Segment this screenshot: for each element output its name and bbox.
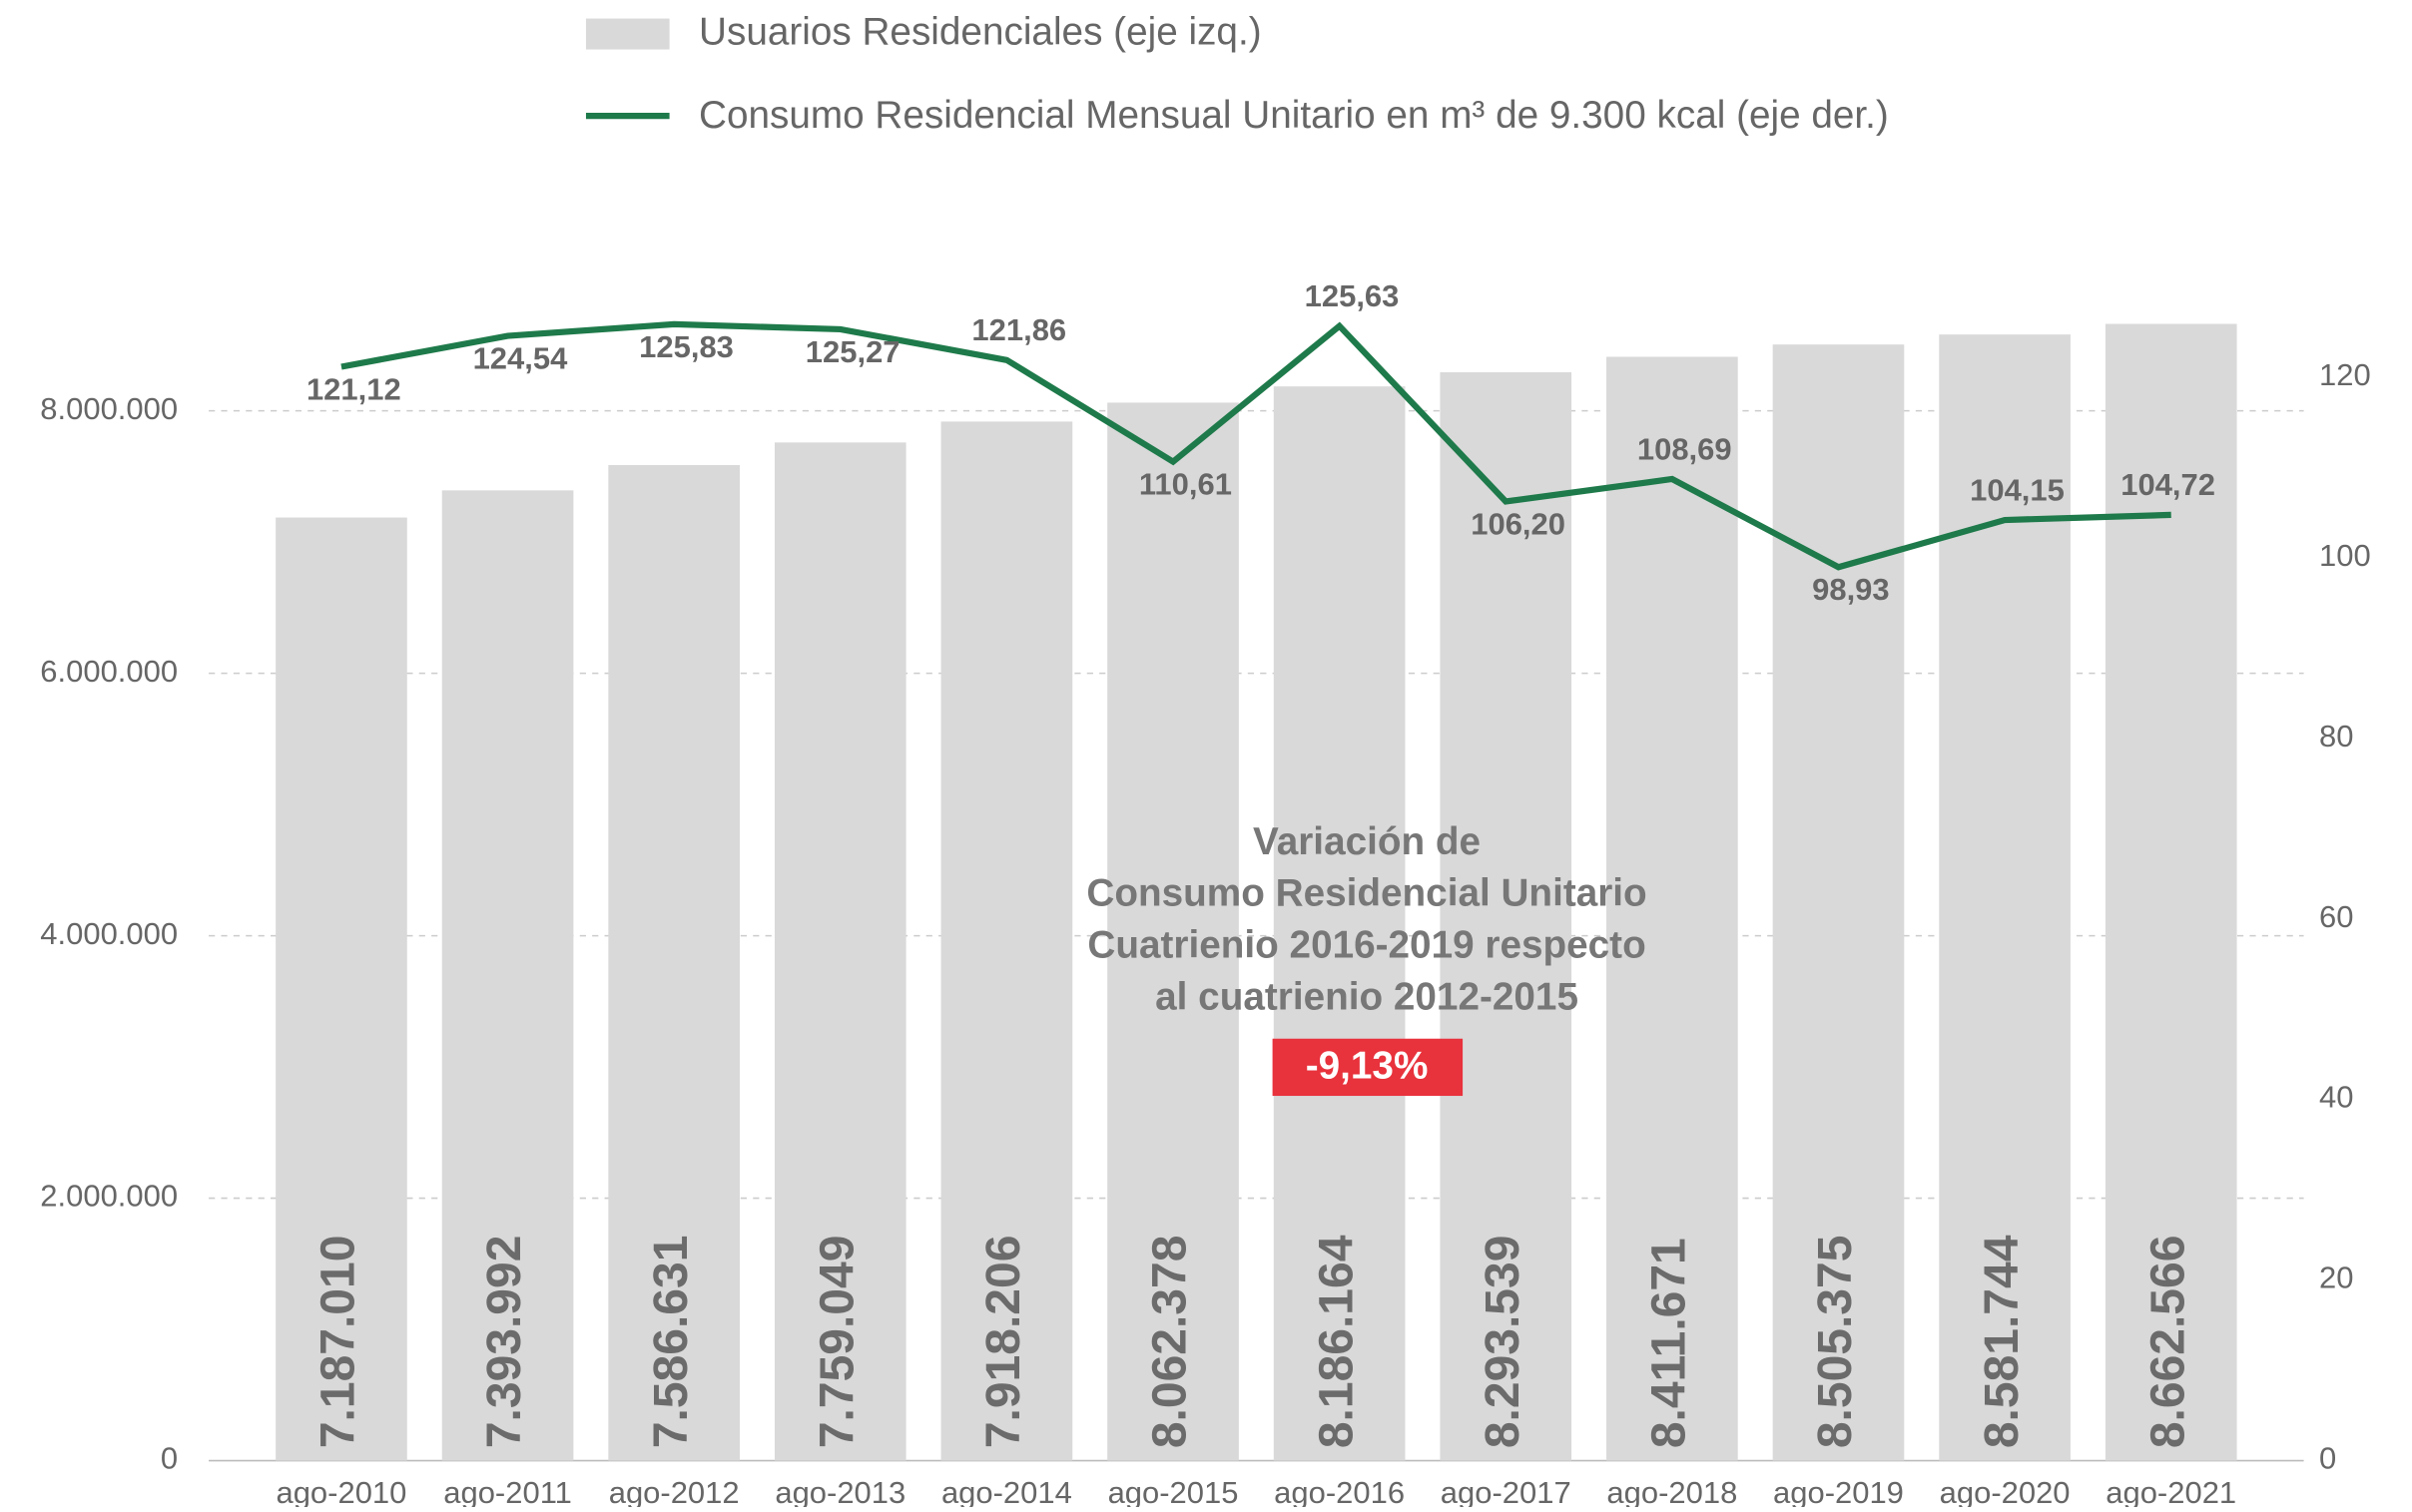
y2-tick-label: 120 — [2319, 357, 2371, 392]
bar-value-label: 7.187.010 — [312, 1236, 365, 1449]
x-tick-label: ago-2021 — [2106, 1475, 2236, 1507]
bar — [441, 490, 574, 1461]
x-tick-label: ago-2014 — [941, 1475, 1072, 1507]
annotation-text: Variación de — [1253, 820, 1481, 863]
y-tick-label: 6.000.000 — [40, 654, 178, 689]
y-tick-label: 2.000.000 — [40, 1179, 178, 1214]
annotation-box — [1272, 1038, 1464, 1097]
bar-value-label: 8.581.744 — [1976, 1235, 2029, 1448]
y2-tick-label: 0 — [2319, 1441, 2336, 1476]
line-value-label: 104,15 — [1970, 472, 2065, 507]
bar-value-label: 8.062.378 — [1144, 1236, 1197, 1449]
bar-value-label: 7.393.992 — [478, 1236, 531, 1449]
line-value-label: 110,61 — [1139, 467, 1232, 502]
y2-tick-label: 40 — [2319, 1080, 2353, 1115]
bar-value-label: 7.759.049 — [811, 1236, 864, 1449]
bar — [1606, 356, 1738, 1461]
bar-value-label: 7.586.631 — [645, 1236, 698, 1449]
legend-swatch — [585, 18, 670, 50]
annotation-text: Cuatrienio 2016-2019 respecto — [1087, 924, 1645, 967]
bar-value-label: 8.411.671 — [1643, 1238, 1696, 1448]
bar-value-label: 8.186.164 — [1310, 1235, 1363, 1448]
line — [340, 320, 2171, 571]
bar-value-label: 8.662.566 — [2141, 1236, 2194, 1449]
bar — [608, 465, 740, 1461]
bar — [1440, 372, 1572, 1461]
bar-value-label: 8.505.375 — [1809, 1236, 1862, 1449]
line-value-label: 125,63 — [1305, 278, 1400, 313]
bar — [276, 517, 407, 1461]
line-value-label: 125,27 — [806, 334, 901, 369]
bar — [774, 442, 906, 1461]
y2-tick-label: 60 — [2319, 899, 2353, 934]
bar-value-label: 7.918.206 — [977, 1236, 1030, 1449]
y2-tick-label: 20 — [2319, 1260, 2353, 1295]
x-tick-label: ago-2017 — [1441, 1475, 1571, 1507]
x-tick-label: ago-2013 — [775, 1475, 905, 1507]
x-tick-label: ago-2011 — [443, 1475, 572, 1507]
line-value-label: 125,83 — [639, 329, 734, 364]
legend-label: Usuarios Residenciales (eje izq.) — [699, 10, 1262, 53]
y-tick-label: 0 — [161, 1441, 178, 1476]
x-tick-label: ago-2018 — [1606, 1475, 1737, 1507]
line-value-label: 98,93 — [1812, 572, 1890, 607]
line-value-label: 106,20 — [1471, 506, 1565, 541]
x-tick-label: ago-2016 — [1274, 1475, 1405, 1507]
bar-value-label: 8.293.539 — [1477, 1236, 1529, 1449]
x-tick-label: ago-2010 — [276, 1475, 406, 1507]
bar — [940, 421, 1073, 1461]
bar — [1772, 344, 1905, 1461]
y2-tick-label: 80 — [2319, 719, 2353, 754]
y2-tick-label: 100 — [2319, 538, 2371, 573]
bar — [1273, 386, 1406, 1461]
y-tick-label: 4.000.000 — [40, 916, 178, 951]
bar — [1107, 402, 1239, 1461]
line-value-label: 108,69 — [1637, 431, 1732, 466]
annotation-text: Consumo Residencial Unitario — [1086, 872, 1646, 915]
x-tick-label: ago-2020 — [1940, 1475, 2071, 1507]
legend-label: Consumo Residencial Mensual Unitario en … — [699, 94, 1889, 137]
x-tick-label: ago-2015 — [1108, 1475, 1239, 1507]
line-value-label: 121,12 — [306, 371, 401, 406]
annotation-value: -9,13% — [1306, 1044, 1429, 1087]
x-tick-label: ago-2012 — [609, 1475, 740, 1507]
line-value-label: 104,72 — [2120, 467, 2215, 502]
x-tick-label: ago-2019 — [1773, 1475, 1904, 1507]
line-value-label: 121,86 — [971, 312, 1066, 347]
annotation-text: al cuatrienio 2012-2015 — [1155, 975, 1578, 1018]
line-value-label: 124,54 — [473, 341, 568, 376]
y-tick-label: 8.000.000 — [40, 391, 178, 426]
